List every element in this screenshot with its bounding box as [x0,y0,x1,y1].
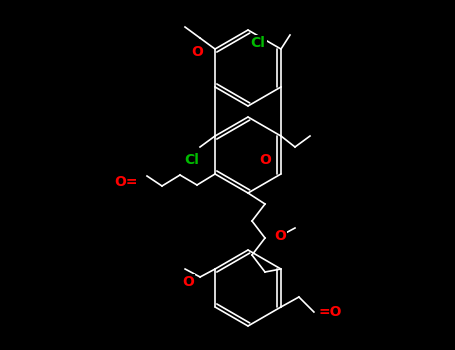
Text: O: O [182,275,194,289]
Text: Cl: Cl [251,36,265,50]
Text: O: O [191,45,203,59]
Text: O=: O= [115,175,138,189]
Text: O: O [274,229,286,243]
Text: =O: =O [319,305,343,319]
Text: Cl: Cl [185,153,199,167]
Text: O: O [259,153,271,167]
